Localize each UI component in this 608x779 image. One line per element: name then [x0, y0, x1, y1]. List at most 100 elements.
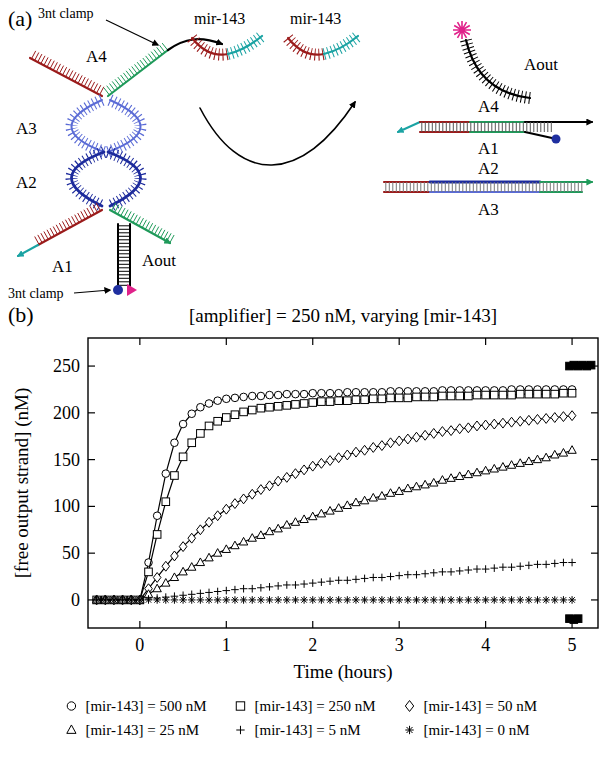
x-tick [139, 621, 140, 628]
data-point [248, 585, 256, 593]
data-point [266, 583, 274, 591]
data-point [352, 596, 360, 604]
data-point [231, 411, 239, 419]
data-point [352, 447, 360, 457]
data-point [395, 487, 403, 495]
y-tick [591, 459, 598, 460]
plot-frame [88, 338, 598, 628]
data-point [197, 590, 205, 598]
reporter-label: Aout [142, 251, 176, 270]
legend-marker [67, 725, 76, 733]
legend-label: [mir-143] = 25 nM [85, 722, 199, 738]
data-point [378, 574, 386, 582]
base-ticks [104, 43, 168, 95]
y-axis-title: [free output strand] (nM) [11, 388, 33, 578]
data-point [93, 595, 101, 605]
data-point [447, 568, 455, 576]
data-point [179, 542, 187, 552]
data-point [335, 596, 343, 604]
y-tick [591, 599, 598, 600]
x-tick [399, 338, 400, 345]
data-point [387, 394, 395, 402]
data-point [309, 596, 317, 604]
base-ticks [112, 203, 175, 243]
data-point [326, 507, 334, 515]
data-point [127, 596, 135, 604]
data-point [291, 518, 299, 526]
data-point [404, 484, 412, 492]
x-tick [312, 621, 313, 628]
base-ticks [192, 38, 228, 55]
data-point [574, 615, 582, 623]
data-point [153, 531, 161, 539]
data-point [412, 482, 420, 490]
clamp-label: 3nt clamp [8, 286, 64, 301]
y-tick-label: 0 [71, 590, 80, 610]
data-point [240, 585, 248, 593]
legend-marker [405, 701, 413, 712]
data-point [352, 576, 360, 584]
data-point [240, 494, 248, 504]
data-point [508, 391, 516, 399]
data-point [257, 392, 265, 400]
x-tick [399, 621, 400, 628]
data-point [551, 390, 559, 398]
data-point [551, 413, 559, 423]
legend-label: [mir-143] = 0 nM [424, 722, 530, 738]
data-point [231, 499, 239, 509]
data-point [300, 390, 308, 398]
data-point [482, 420, 490, 430]
data-point [335, 389, 343, 397]
legend-marker [405, 726, 413, 734]
data-point [274, 596, 282, 604]
data-point [205, 517, 213, 527]
data-point [326, 577, 334, 585]
x-tick [139, 338, 140, 345]
data-point [145, 595, 153, 603]
data-point [516, 459, 524, 467]
strand [466, 40, 530, 98]
data-point [387, 438, 395, 448]
data-point [499, 463, 507, 471]
data-point [361, 596, 369, 604]
data-point [93, 596, 101, 604]
base-ticks [118, 226, 130, 285]
y-tick-label: 150 [53, 450, 80, 470]
data-point [378, 596, 386, 604]
strand-label: A4 [86, 47, 107, 66]
data-point [447, 474, 455, 482]
data-point [205, 553, 213, 561]
data-point [248, 489, 256, 499]
data-point [361, 445, 369, 455]
data-point [309, 512, 317, 520]
data-point [525, 596, 533, 604]
data-point [352, 396, 360, 404]
data-point [110, 595, 118, 605]
strand [18, 245, 38, 256]
data-point [197, 430, 205, 438]
data-point [171, 439, 179, 447]
data-point [499, 418, 507, 428]
legend-marker [67, 702, 75, 710]
data-point [318, 458, 326, 468]
data-point [119, 596, 127, 604]
reporter-label: Aout [524, 55, 558, 74]
data-point [171, 596, 179, 604]
data-point [413, 393, 421, 401]
plot-area [92, 361, 594, 623]
data-point [326, 398, 334, 406]
data-point [395, 394, 403, 402]
strand [324, 36, 358, 54]
data-point [214, 588, 222, 596]
data-point [274, 582, 282, 590]
strand [430, 191, 540, 193]
data-point [473, 596, 481, 604]
data-point [326, 596, 334, 604]
data-point [101, 596, 109, 604]
strand-label: A2 [478, 159, 499, 178]
strand [192, 38, 228, 55]
data-point [292, 581, 300, 589]
base-ticks [386, 182, 582, 192]
data-point [587, 361, 595, 369]
legend: [mir-143] = 500 nM[mir-143] = 250 nM[mir… [67, 698, 537, 738]
